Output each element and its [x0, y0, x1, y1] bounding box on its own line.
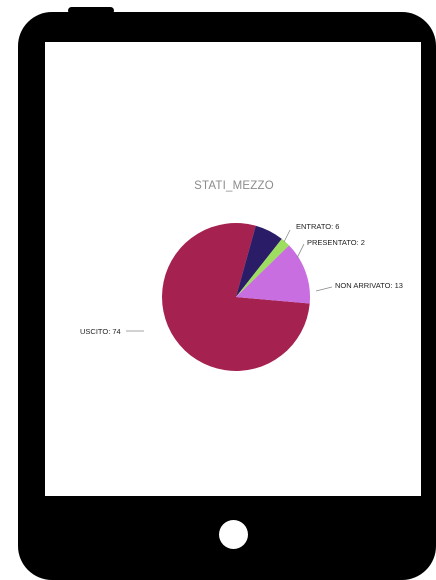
- slice-labels: USCITO: 74 ENTRATO: 6 PRESENTATO: 2 NON ARR…: [80, 222, 403, 336]
- pie-slice-uscito[interactable]: [162, 222, 310, 371]
- pie-slice-non-arrivato[interactable]: [236, 245, 311, 304]
- leader-line-presentato: [296, 243, 305, 259]
- chart-title: STATI_MEZZO: [194, 180, 274, 192]
- slice-label-presentato: PRESENTATO: 2: [307, 238, 365, 247]
- leader-line-entrato: [283, 229, 291, 243]
- slice-label-uscito: USCITO: 74: [80, 327, 121, 336]
- pie-slices: [162, 222, 311, 371]
- leader-line-non-arrivato: [315, 286, 333, 292]
- slice-label-non-arrivato: NON ARRIVATO: 13: [335, 281, 403, 290]
- power-button[interactable]: [68, 7, 114, 14]
- home-button[interactable]: [219, 520, 248, 549]
- pie-slice-entrato[interactable]: [236, 225, 282, 297]
- pie-slice-presentato[interactable]: [236, 238, 290, 297]
- slice-label-entrato: ENTRATO: 6: [296, 222, 339, 231]
- leader-lines: [126, 229, 333, 332]
